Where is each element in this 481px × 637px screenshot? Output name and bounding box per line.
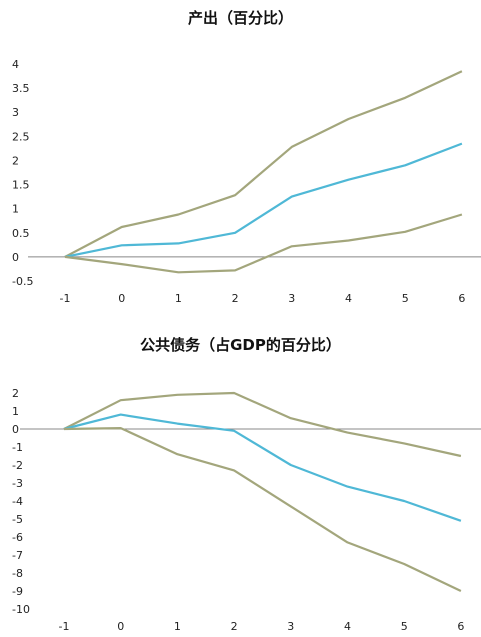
y-tick-label-debt: -5 [12, 513, 23, 526]
x-tick-label-output: 1 [175, 292, 182, 305]
y-tick-label-debt: 1 [12, 405, 19, 418]
y-tick-label-output: 2 [12, 154, 19, 167]
y-tick-label-output: 2.5 [12, 130, 30, 143]
x-tick-label-debt: -1 [59, 620, 70, 633]
x-tick-label-debt: 5 [401, 620, 408, 633]
y-tick-label-output: 3.5 [12, 82, 30, 95]
y-tick-label-output: -0.5 [12, 275, 33, 288]
x-tick-label-output: 2 [232, 292, 239, 305]
y-tick-label-output: 4 [12, 58, 19, 71]
chart-title-output: 产出（百分比） [187, 9, 293, 27]
x-tick-label-debt: 1 [174, 620, 181, 633]
x-tick-label-debt: 2 [231, 620, 238, 633]
y-tick-label-debt: -7 [12, 549, 23, 562]
y-tick-label-debt: -10 [12, 603, 30, 616]
x-tick-label-debt: 0 [117, 620, 124, 633]
y-tick-label-output: 1 [12, 203, 19, 216]
x-tick-label-debt: 4 [344, 620, 351, 633]
x-tick-label-output: 6 [458, 292, 465, 305]
y-tick-label-debt: -4 [12, 495, 23, 508]
y-tick-label-debt: 2 [12, 387, 19, 400]
y-tick-label-debt: -2 [12, 459, 23, 472]
series-line-lower-output [64, 213, 463, 274]
x-tick-label-output: -1 [60, 292, 71, 305]
x-tick-label-output: 4 [345, 292, 352, 305]
y-tick-label-output: 1.5 [12, 179, 30, 192]
chart-title-public-debt: 公共债务（占GDP的百分比） [140, 336, 341, 354]
y-tick-label-debt: -8 [12, 567, 23, 580]
series-line-upper-output [64, 70, 463, 258]
y-tick-label-output: 0 [12, 251, 19, 264]
series-line-central-debt [63, 413, 462, 522]
x-tick-label-output: 3 [288, 292, 295, 305]
y-tick-label-debt: -3 [12, 477, 23, 490]
x-tick-label-debt: 3 [287, 620, 294, 633]
y-tick-label-debt: -1 [12, 441, 23, 454]
series-line-lower-debt [63, 427, 462, 592]
y-tick-label-debt: 0 [12, 423, 19, 436]
y-tick-label-debt: -9 [12, 585, 23, 598]
y-tick-label-output: 0.5 [12, 227, 30, 240]
series-line-central-output [64, 142, 463, 258]
y-tick-label-output: 3 [12, 106, 19, 119]
x-tick-label-debt: 6 [457, 620, 464, 633]
x-tick-label-output: 5 [402, 292, 409, 305]
x-tick-label-output: 0 [118, 292, 125, 305]
y-tick-label-debt: -6 [12, 531, 23, 544]
series-line-upper-debt [63, 391, 462, 458]
